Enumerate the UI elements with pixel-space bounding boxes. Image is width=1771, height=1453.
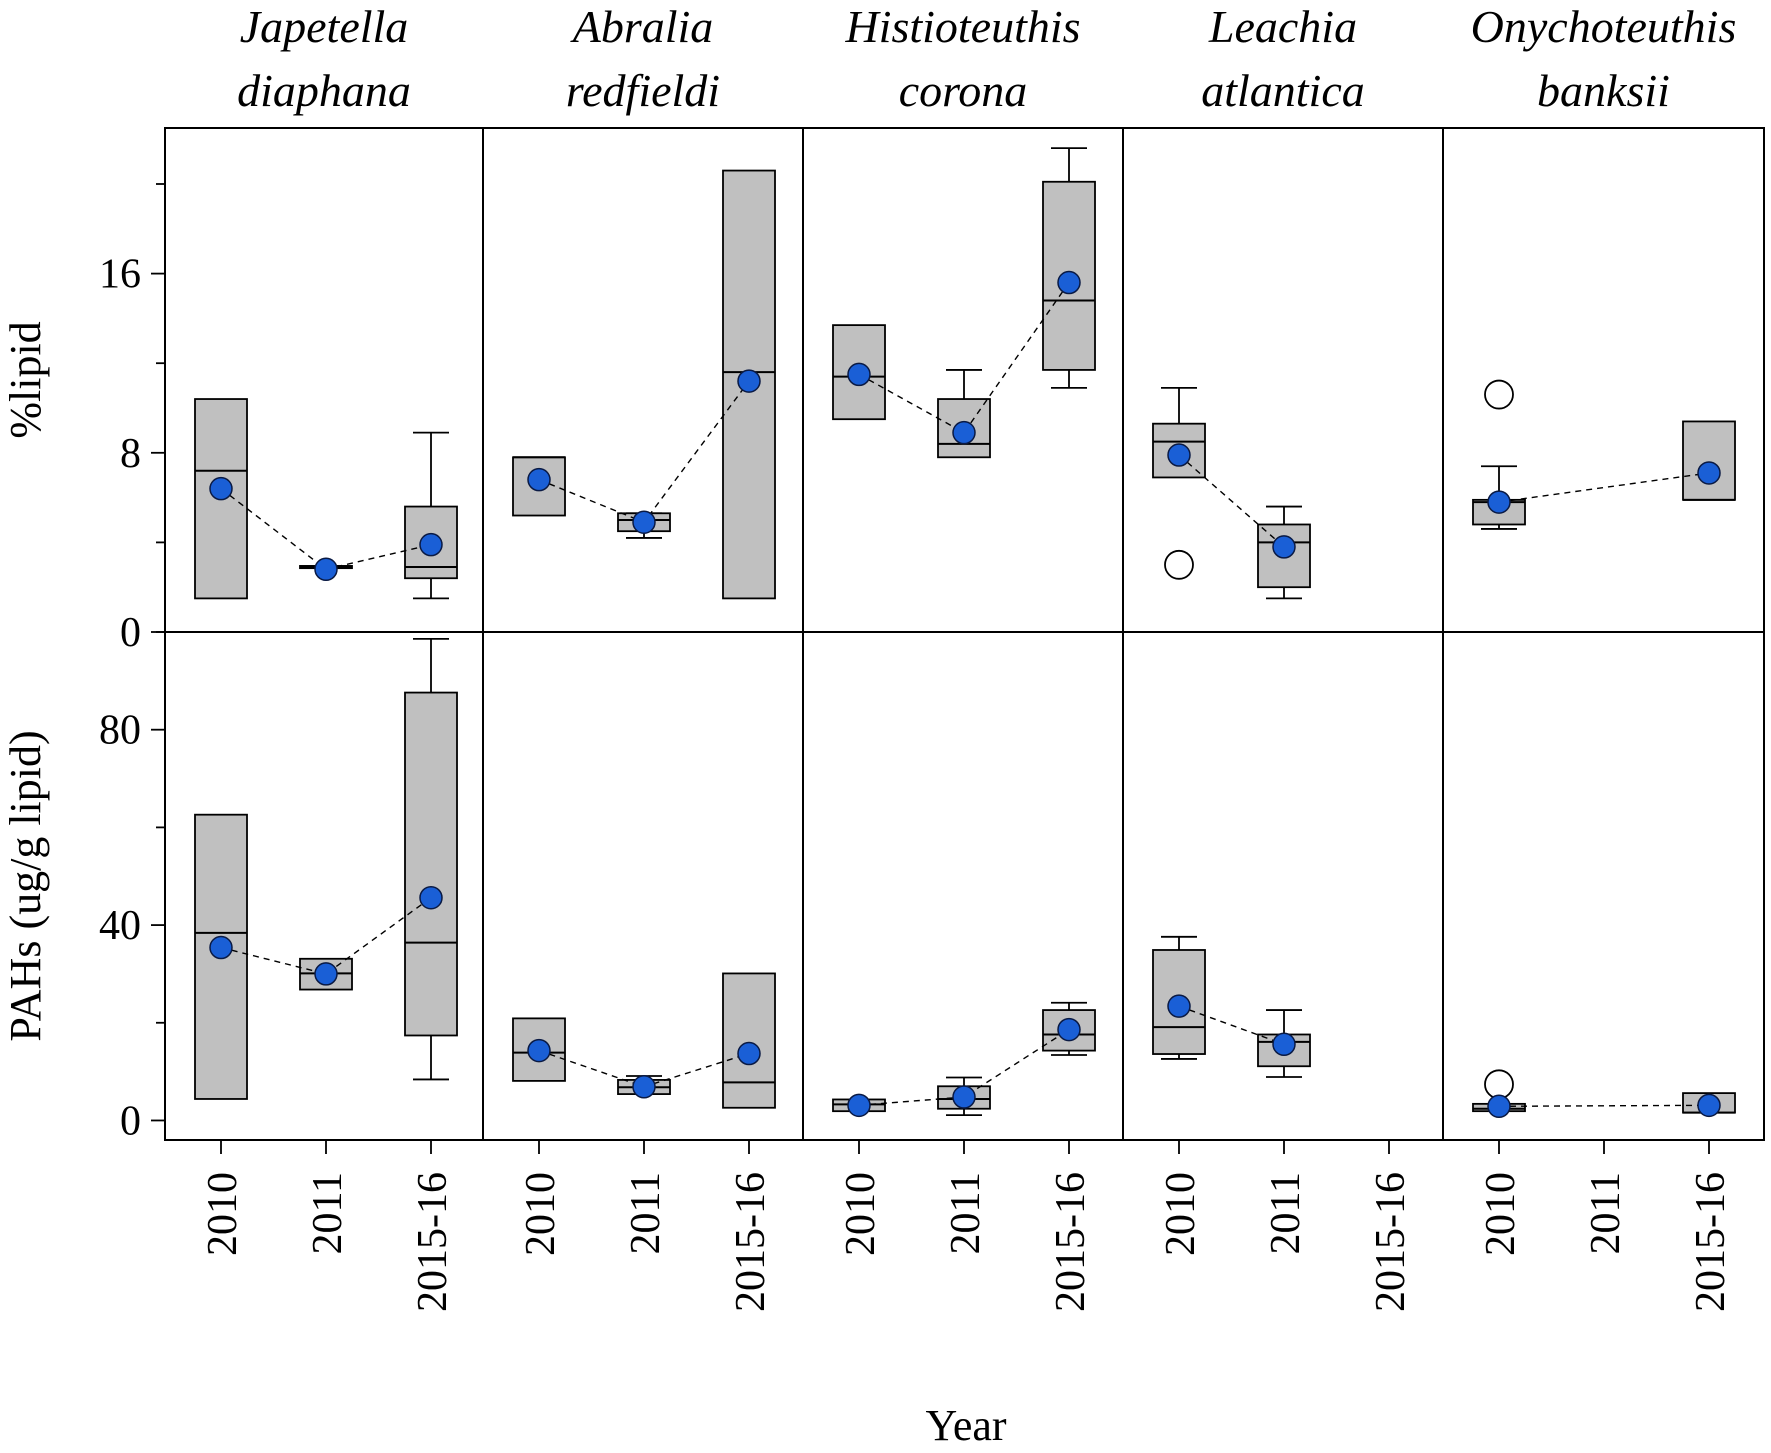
y-axis-title: %lipid — [1, 321, 50, 438]
panel-2 — [512, 972, 776, 1109]
mean-trend-line — [1178, 1005, 1285, 1045]
x-axes: 2010 2011 2015-16 2010 2011 2015-16 2010 2011 20… — [200, 1140, 1734, 1312]
mean-point — [1487, 490, 1511, 514]
x-tick-label: 2011 — [305, 1172, 351, 1254]
panel-5 — [1472, 379, 1736, 530]
x-tick-label: 2010 — [838, 1172, 884, 1256]
species-titles: Japetella diaphana Abralia redfieldi Histiot… — [237, 1, 1736, 116]
box-iqr — [722, 972, 776, 1109]
panel-4 — [1152, 935, 1311, 1078]
x-tick-label: 2011 — [1583, 1172, 1629, 1254]
mean-point — [1057, 1017, 1081, 1042]
species-title-line1: Leachia — [1208, 1, 1357, 52]
mean-point — [632, 510, 656, 534]
outlier-point — [1484, 379, 1514, 410]
panel-3 — [832, 147, 1096, 459]
box-iqr — [404, 691, 458, 1037]
x-tick-label: 2010 — [200, 1172, 246, 1256]
box-iqr — [1472, 498, 1526, 526]
mean-point — [632, 1075, 656, 1099]
y-tick-label: 80 — [99, 708, 141, 754]
species-title-line1: Japetella — [240, 1, 409, 52]
mean-point — [1272, 535, 1296, 559]
species-title-line1: Histioteuthis — [844, 1, 1080, 52]
mean-trend-line — [1498, 472, 1710, 503]
mean-point — [209, 935, 233, 960]
x-tick-label: 2015-16 — [1368, 1172, 1414, 1312]
x-tick-label: 2010 — [1158, 1172, 1204, 1256]
species-title-line2: diaphana — [237, 65, 411, 116]
x-tick-label: 2015-16 — [410, 1172, 456, 1312]
x-tick-label: 2010 — [518, 1172, 564, 1256]
mean-trend-line — [220, 488, 432, 571]
y-tick-label: 40 — [99, 903, 141, 949]
mean-point — [1167, 443, 1191, 467]
mean-point — [847, 1093, 871, 1118]
mean-point — [209, 476, 233, 501]
mean-point — [1697, 461, 1721, 485]
mean-trend-line — [858, 282, 1070, 434]
x-tick-label: 2010 — [1478, 1172, 1524, 1256]
panel-3 — [832, 1001, 1096, 1118]
mean-point — [952, 1085, 976, 1109]
mean-point — [1697, 1093, 1721, 1118]
mean-point — [527, 467, 551, 492]
mean-trend-line — [858, 1029, 1070, 1107]
x-tick-label: 2011 — [1263, 1172, 1309, 1254]
mean-point — [952, 420, 976, 445]
y-axes: 0 8 16 %lipid 0 40 80 PAHs (ug/g lipid) — [1, 183, 165, 1144]
species-title-line2: corona — [899, 65, 1028, 116]
x-tick-label: 2011 — [943, 1172, 989, 1254]
panel-1 — [194, 637, 458, 1100]
mean-trend-line — [220, 897, 432, 975]
mean-trend-line — [1178, 454, 1285, 548]
mean-point — [1057, 270, 1081, 295]
mean-point — [314, 557, 338, 582]
x-tick-label: 2015-16 — [1048, 1172, 1094, 1312]
x-axis-title: Year — [925, 1401, 1006, 1450]
y-tick-label: 0 — [120, 610, 141, 656]
panel-2 — [512, 169, 776, 600]
mean-point — [737, 369, 761, 393]
y-tick-label: 0 — [120, 1098, 141, 1144]
species-title-line1: Abralia — [570, 1, 714, 52]
x-tick-label: 2015-16 — [1688, 1172, 1734, 1312]
x-tick-label: 2015-16 — [728, 1172, 774, 1312]
x-tick-label: 2011 — [623, 1172, 669, 1254]
mean-point — [419, 532, 443, 557]
species-title-line1: Onychoteuthis — [1471, 1, 1737, 52]
mean-point — [847, 362, 871, 387]
species-title-line2: banksii — [1537, 65, 1670, 116]
y-tick-label: 8 — [120, 431, 141, 477]
panel-frame — [1442, 127, 1765, 633]
mean-trend-line — [1498, 1104, 1710, 1107]
mean-point — [314, 962, 338, 986]
species-title-line2: atlantica — [1201, 65, 1365, 116]
y-tick-label: 16 — [99, 252, 141, 298]
panel-frame — [802, 631, 1124, 1141]
species-title-line2: redfieldi — [566, 65, 720, 116]
box-iqr — [1682, 420, 1736, 501]
mean-point — [1272, 1032, 1296, 1057]
panel-frame — [1442, 631, 1765, 1141]
panel-1 — [194, 398, 458, 600]
panel-5 — [1472, 1069, 1736, 1119]
mean-point — [737, 1041, 761, 1066]
panels — [164, 127, 1765, 1141]
mean-point — [419, 885, 443, 910]
panel-4 — [1152, 386, 1311, 600]
outlier-point — [1484, 1069, 1514, 1100]
outlier-point — [1164, 549, 1194, 580]
mean-point — [1167, 994, 1191, 1018]
mean-trend-line — [538, 380, 750, 524]
mean-point — [527, 1038, 551, 1063]
mean-point — [1487, 1094, 1511, 1119]
y-axis-title: PAHs (ug/g lipid) — [1, 730, 50, 1041]
